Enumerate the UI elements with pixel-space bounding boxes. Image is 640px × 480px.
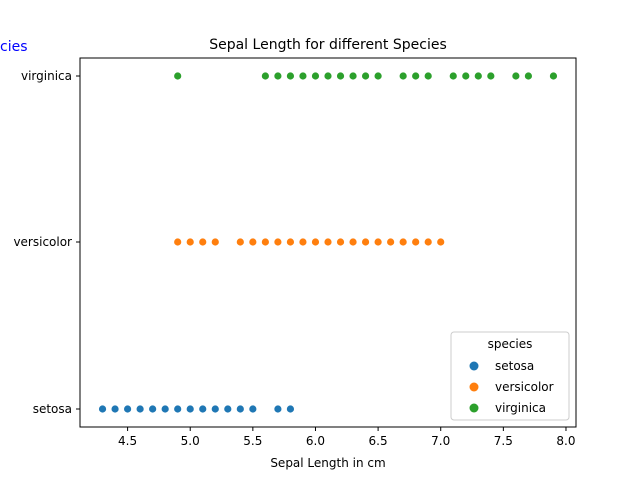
point-virginica <box>449 72 457 80</box>
point-versicolor <box>412 238 420 246</box>
point-virginica <box>512 72 520 80</box>
overflow-label: cies <box>0 39 28 55</box>
point-versicolor <box>349 238 357 246</box>
y-tick-label: virginica <box>21 69 72 83</box>
point-setosa <box>161 405 169 413</box>
legend-box <box>450 331 570 421</box>
point-virginica <box>374 72 382 80</box>
point-setosa <box>249 405 257 413</box>
point-virginica <box>361 72 370 80</box>
point-setosa <box>174 405 182 413</box>
point-versicolor <box>336 238 345 246</box>
point-versicolor <box>274 238 282 246</box>
y-tick-label: setosa <box>33 402 72 416</box>
point-virginica <box>299 72 307 80</box>
point-setosa <box>274 405 282 413</box>
x-tick-label: 7.0 <box>431 434 450 448</box>
point-virginica <box>261 72 269 80</box>
plot-area <box>98 72 558 413</box>
point-setosa <box>211 405 219 413</box>
point-setosa <box>199 405 207 413</box>
point-virginica <box>412 72 420 80</box>
x-tick-label: 4.5 <box>118 434 137 448</box>
point-setosa <box>286 405 295 413</box>
point-versicolor <box>424 238 432 246</box>
point-virginica <box>462 72 470 80</box>
point-setosa <box>224 405 232 413</box>
point-setosa <box>98 405 107 413</box>
point-setosa <box>123 405 132 413</box>
point-setosa <box>186 405 194 413</box>
point-virginica <box>286 72 295 80</box>
point-virginica <box>349 72 357 80</box>
point-virginica <box>399 72 407 80</box>
point-versicolor <box>437 238 445 246</box>
point-virginica <box>274 72 282 80</box>
point-versicolor <box>324 238 332 246</box>
point-setosa <box>149 405 157 413</box>
legend: species setosa versicolor virginica <box>450 331 570 421</box>
point-virginica <box>174 72 182 80</box>
point-virginica <box>311 72 320 80</box>
point-virginica <box>324 72 332 80</box>
point-versicolor <box>361 238 370 246</box>
point-setosa <box>236 405 244 413</box>
y-tick-label: versicolor <box>13 235 72 249</box>
point-versicolor <box>199 238 207 246</box>
x-tick-label: 7.5 <box>494 434 513 448</box>
x-tick-label: 8.0 <box>556 434 575 448</box>
legend-label-virginica: virginica <box>495 401 546 415</box>
legend-marker-setosa <box>469 361 479 371</box>
legend-marker-virginica <box>469 403 479 413</box>
y-axis: setosa versicolor virginica <box>13 69 80 416</box>
point-versicolor <box>286 238 295 246</box>
point-versicolor <box>211 238 219 246</box>
legend-title: species <box>488 337 533 351</box>
point-versicolor <box>399 238 407 246</box>
point-virginica <box>524 72 533 80</box>
x-tick-label: 6.5 <box>369 434 388 448</box>
point-versicolor <box>186 238 194 246</box>
point-versicolor <box>374 238 382 246</box>
x-tick-label: 5.0 <box>181 434 200 448</box>
x-axis: 4.5 5.0 5.5 6.0 6.5 7.0 7.5 8.0 <box>118 427 576 448</box>
point-versicolor <box>174 238 182 246</box>
point-versicolor <box>311 238 320 246</box>
legend-label-versicolor: versicolor <box>495 380 554 394</box>
point-versicolor <box>387 238 395 246</box>
point-versicolor <box>236 238 244 246</box>
point-virginica <box>549 72 558 80</box>
x-axis-label: Sepal Length in cm <box>270 456 385 470</box>
point-virginica <box>424 72 432 80</box>
legend-marker-versicolor <box>469 382 479 392</box>
point-versicolor <box>249 238 257 246</box>
point-virginica <box>487 72 495 80</box>
point-versicolor <box>299 238 307 246</box>
point-setosa <box>136 405 144 413</box>
point-virginica <box>474 72 482 80</box>
chart-title: Sepal Length for different Species <box>209 37 447 53</box>
point-versicolor <box>261 238 269 246</box>
legend-label-setosa: setosa <box>495 359 534 373</box>
point-setosa <box>111 405 119 413</box>
x-tick-label: 6.0 <box>306 434 325 448</box>
point-virginica <box>336 72 345 80</box>
x-tick-label: 5.5 <box>243 434 262 448</box>
